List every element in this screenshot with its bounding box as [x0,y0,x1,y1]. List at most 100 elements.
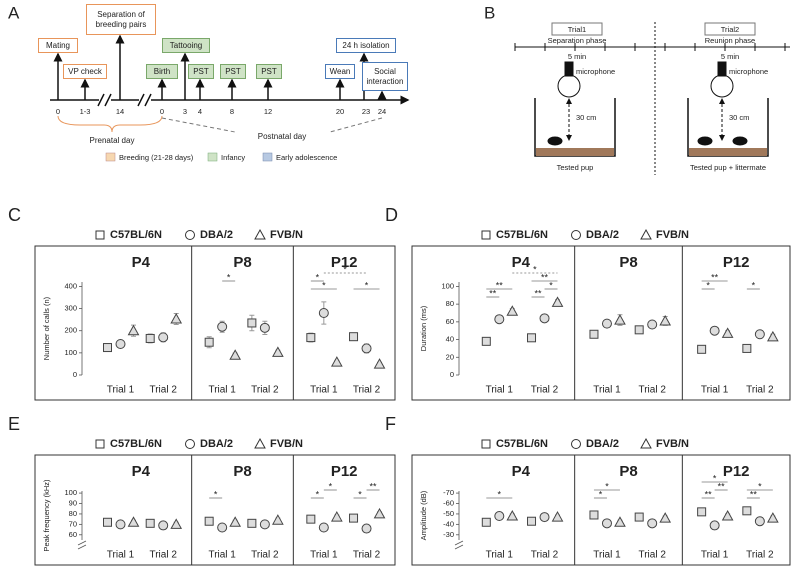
data-point [539,313,550,324]
significance-label: * [752,280,756,290]
facet-title: P4 [512,463,531,480]
facet-title: P12 [723,463,750,480]
x-tick-label: Trial 1 [310,550,338,561]
x-tick-label: Trial 2 [531,550,559,561]
cage [687,98,769,157]
data-point [103,517,112,527]
data-point [742,506,752,516]
facet-title: P12 [331,463,358,480]
event-box: PST [220,64,246,79]
microphone-icon [710,74,734,98]
data-point [103,343,112,353]
significance-label: ** [705,489,713,499]
panel-label: E [8,414,20,434]
data-point [589,329,599,339]
day-label: 12 [264,107,272,116]
y-tick-label: 80 [446,299,454,308]
data-point [115,519,126,530]
data-point [127,516,140,527]
legend-marker [640,228,652,240]
trial-name: Trial1 [568,25,586,34]
subject: Tested pup + littermate [690,163,766,172]
data-point [659,314,672,326]
y-tick-label: 60 [69,530,77,539]
legend-label: Infancy [221,153,245,162]
data-point [115,339,126,349]
data-point [170,312,183,324]
pup-icon [547,136,563,146]
x-tick-label: Trial 1 [593,385,621,396]
y-tick-label: 0 [450,370,454,379]
y-tick-label: 200 [64,326,77,335]
legend-label: FVB/N [656,229,689,241]
data-point [742,343,752,353]
x-tick-label: Trial 1 [701,385,729,396]
phase: Reunion phase [705,36,755,45]
legend-marker [640,437,652,449]
data-point [306,333,316,343]
legend-marker [185,230,195,240]
legend-marker [481,439,491,449]
data-point [204,337,214,347]
facet-title: P4 [132,254,151,271]
legend-label: Breeding (21-28 days) [119,153,194,162]
data-point [170,518,183,529]
period-label: Prenatal day [90,136,135,145]
legend-swatch [207,152,218,162]
x-tick-label: Trial 1 [701,550,729,561]
event-box: Wean [325,64,355,79]
event-box: 24 h isolation [336,38,396,53]
trial-box [551,22,603,36]
data-point [721,509,734,521]
legend-label: Early adolescence [276,153,337,162]
data-point [272,346,284,357]
day-label: 14 [116,107,124,116]
trial-box [704,22,756,36]
data-point [601,318,612,329]
facet-title: P4 [512,254,531,271]
timeline-ticks [514,43,786,51]
data-point [697,344,707,354]
data-point [158,520,169,531]
x-tick-label: Trial 2 [531,385,559,396]
data-point [614,314,626,325]
x-tick-label: Trial 2 [149,550,177,561]
significance-label: * [549,280,553,290]
postnatal-dash [329,117,383,133]
data-point [229,516,242,527]
data-point [259,322,270,333]
break-mark [97,93,105,107]
event-box: VP check [63,64,107,79]
significance-label: * [533,264,537,274]
x-tick-label: Trial 2 [746,385,774,396]
data-point [539,512,550,523]
facet-title: P8 [233,254,251,271]
y-axis-label: Amplitude (dB) [419,490,428,540]
y-tick-label: 100 [441,281,454,290]
panel-frame [34,454,396,566]
significance-label: ** [750,489,758,499]
data-point [647,518,658,529]
bedding [689,148,767,156]
y-tick-label: 70 [69,519,77,528]
y-tick-label: -70 [443,488,454,497]
data-point [145,518,155,528]
data-point [349,332,359,342]
pup-icon [732,136,748,146]
significance-label: * [227,272,231,282]
x-tick-label: Trial 1 [593,550,621,561]
data-point [330,511,343,522]
legend-label: FVB/N [656,438,689,450]
significance-label: * [599,489,603,499]
x-tick-label: Trial 1 [486,550,514,561]
data-point [659,512,672,523]
microphone-icon [557,74,581,98]
legend-swatch [105,152,116,162]
microphone-icon [717,61,727,77]
data-point [349,513,359,523]
legend-marker [185,439,195,449]
data-point [709,520,720,531]
bedding [536,148,614,156]
facet-title: P8 [619,463,637,480]
